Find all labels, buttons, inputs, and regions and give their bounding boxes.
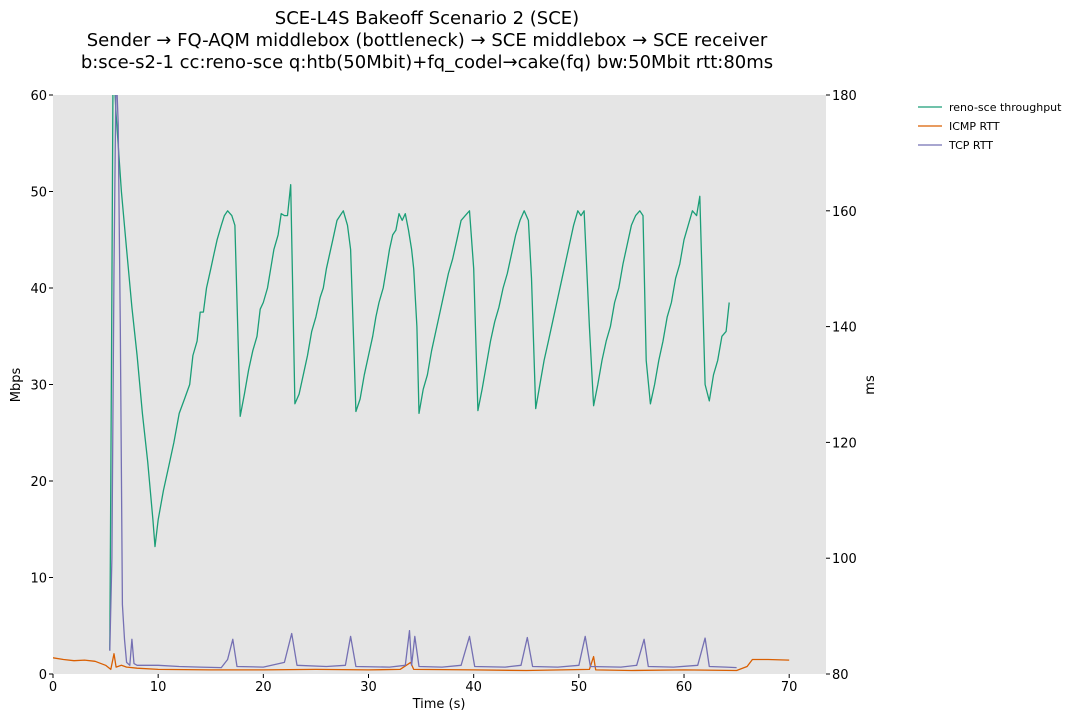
- title-line-3: b:sce-s2-1 cc:reno-sce q:htb(50Mbit)+fq_…: [81, 52, 773, 73]
- y2-tick-label: 120: [832, 436, 857, 451]
- y2-tick-label: 140: [832, 321, 857, 336]
- legend-label: TCP RTT: [948, 139, 993, 152]
- y-tick-label: 30: [30, 379, 47, 394]
- x-tick-label: 50: [571, 680, 588, 695]
- x-tick-label: 30: [360, 680, 377, 695]
- y2-axis-label: ms: [863, 375, 878, 395]
- x-tick-label: 70: [781, 680, 798, 695]
- y-tick-label: 0: [39, 668, 47, 683]
- x-tick-label: 10: [150, 680, 167, 695]
- x-axis-label: Time (s): [412, 697, 466, 712]
- plot-area: [53, 95, 826, 674]
- y-tick-label: 40: [30, 282, 47, 297]
- series-line-tcp-rtt: [109, 95, 737, 669]
- chart-title: SCE-L4S Bakeoff Scenario 2 (SCE) Sender …: [81, 8, 773, 73]
- y-tick-label: 50: [30, 186, 47, 201]
- y-axis-ticks: 0 10 20 30 40 50 60: [30, 89, 53, 683]
- x-tick-label: 20: [255, 680, 272, 695]
- x-axis-ticks: 0 10 20 30 40 50 60 70: [49, 674, 798, 695]
- legend: reno-sce throughput ICMP RTT TCP RTT: [918, 101, 1062, 152]
- y2-axis-ticks: 80 100 120 140 160 180: [826, 89, 857, 683]
- series-layer: [53, 95, 790, 672]
- legend-label: reno-sce throughput: [949, 101, 1062, 114]
- series-line-icmp-rtt: [53, 653, 790, 672]
- y-tick-label: 20: [30, 475, 47, 490]
- legend-label: ICMP RTT: [949, 120, 1000, 133]
- title-line-1: SCE-L4S Bakeoff Scenario 2 (SCE): [275, 8, 579, 29]
- y-tick-label: 60: [30, 89, 47, 104]
- title-line-2: Sender → FQ-AQM middlebox (bottleneck) →…: [87, 30, 768, 51]
- x-tick-label: 0: [49, 680, 57, 695]
- y-tick-label: 10: [30, 572, 47, 587]
- y2-tick-label: 100: [832, 552, 857, 567]
- y2-tick-label: 80: [832, 668, 849, 683]
- y2-tick-label: 180: [832, 89, 857, 104]
- x-tick-label: 60: [676, 680, 693, 695]
- y-axis-label: Mbps: [9, 368, 24, 403]
- x-tick-label: 40: [465, 680, 482, 695]
- y2-tick-label: 160: [832, 205, 857, 220]
- series-line-reno-sce-throughput: [109, 95, 730, 650]
